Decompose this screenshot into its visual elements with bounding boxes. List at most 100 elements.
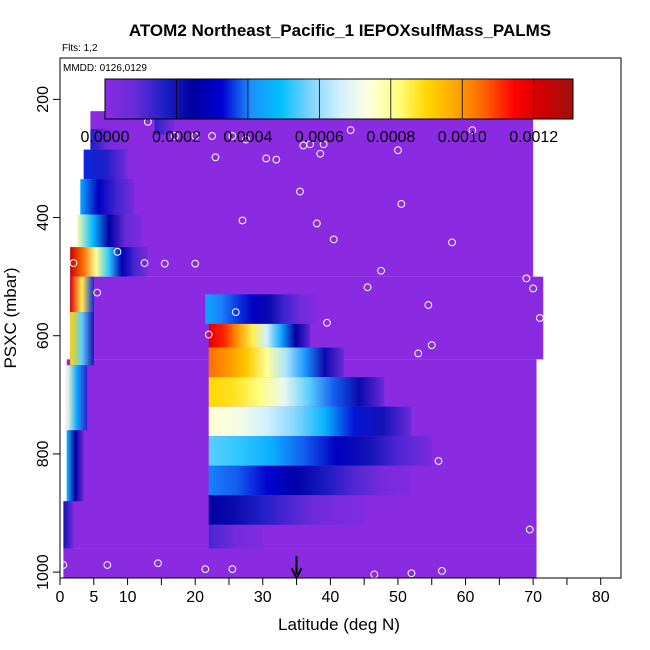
observation-point — [448, 238, 456, 247]
observation-point — [113, 247, 122, 256]
colorbar-tick-label: 0.0010 — [438, 129, 487, 146]
y-tick-label: 600 — [35, 322, 52, 349]
x-tick-label: 5 — [89, 589, 98, 606]
heatmap-panel — [63, 548, 537, 578]
heatmap-bin — [208, 323, 311, 348]
observation-point — [204, 330, 213, 339]
observation-point — [312, 219, 321, 228]
colorbar-tick-label: 0.0008 — [366, 129, 415, 146]
heatmap-layer — [63, 81, 544, 578]
heatmap-bin — [208, 436, 432, 466]
colorbar-tick-label: 0.0012 — [509, 129, 558, 146]
observation-point — [93, 288, 102, 297]
y-axis: 200 400 600 800 1000 — [35, 86, 60, 590]
heatmap-bin — [154, 117, 175, 135]
colorbar-gradient — [104, 78, 574, 120]
observation-point — [407, 569, 416, 578]
heatmap-bin — [76, 214, 142, 248]
arrow-head — [290, 567, 303, 581]
x-tick-label: 10 — [119, 589, 137, 606]
heatmap-panel — [90, 111, 534, 277]
observation-point — [191, 259, 200, 268]
x-axis: 0 5 10 20 30 40 50 60 70 80 — [56, 578, 610, 606]
observation-point — [522, 274, 531, 283]
observation-point — [228, 132, 237, 140]
colorbar: 0.0000 0.0002 0.0004 0.0006 0.0008 0.0010 0.00… — [81, 78, 574, 146]
observation-point — [434, 457, 443, 465]
colorbar-tick-label: 0.0002 — [152, 129, 201, 146]
observation-point — [319, 140, 328, 149]
x-tick-label: 0 — [56, 589, 65, 606]
plot-frame — [59, 57, 622, 579]
observation-point — [272, 155, 281, 164]
x-tick-label: 70 — [524, 589, 542, 606]
observation-point — [529, 284, 538, 293]
observation-point — [211, 153, 220, 162]
y-tick-label: 200 — [35, 86, 52, 113]
observation-point — [525, 525, 534, 534]
heatmap-bin — [80, 179, 135, 215]
observation-point — [228, 565, 237, 574]
heatmap-bin — [90, 128, 128, 150]
heatmap-bin — [70, 276, 94, 313]
heatmap-bin — [63, 501, 74, 549]
y-tick-label: 800 — [35, 440, 52, 467]
plot-area — [59, 57, 622, 579]
colorbar-ticks: 0.0000 0.0002 0.0004 0.0006 0.0008 0.0010 0.00… — [81, 79, 558, 146]
observation-point — [191, 132, 200, 140]
x-tick-label: 50 — [389, 589, 407, 606]
observation-point — [154, 559, 162, 568]
x-axis-label: Latitude (deg N) — [278, 615, 400, 634]
y-tick-label: 400 — [35, 204, 52, 231]
heatmap-bin — [208, 406, 412, 437]
heatmap-bin — [205, 294, 317, 324]
observation-point — [238, 216, 247, 225]
heatmap-bin — [66, 365, 88, 431]
x-tick-label: 20 — [186, 589, 204, 606]
x-tick-label: 40 — [321, 589, 339, 606]
observation-point — [160, 259, 169, 268]
heatmap-bin — [208, 347, 344, 378]
colorbar-tick-label: 0.0000 — [81, 129, 130, 146]
heatmap-bin — [70, 312, 94, 366]
observation-point — [397, 200, 406, 208]
observation-point — [323, 318, 331, 327]
observation-point — [241, 135, 250, 144]
observation-point — [394, 146, 402, 155]
heatmap-bin — [208, 377, 385, 407]
observation-point — [329, 235, 338, 244]
chart-title: ATOM2 Northeast_Pacific_1 IEPOXsulfMass_… — [129, 21, 551, 40]
observation-point — [201, 565, 210, 574]
observation-point — [306, 140, 314, 149]
observation-point — [363, 283, 372, 292]
observation-point — [414, 349, 423, 358]
x-tick-label: 60 — [457, 589, 475, 606]
observation-point — [69, 259, 78, 267]
flights-note: Flts: 1,2 — [62, 43, 98, 54]
observation-point — [103, 561, 112, 569]
observation-point — [427, 341, 436, 350]
observation-point — [296, 187, 304, 196]
colorbar-tick-label: 0.0006 — [295, 129, 344, 146]
observation-point — [140, 259, 149, 267]
observation-point — [346, 126, 355, 134]
observation-point — [377, 266, 385, 275]
observation-point — [231, 308, 240, 316]
observation-point — [437, 567, 446, 575]
y-axis-label: PSXC (mbar) — [1, 267, 20, 368]
heatmap-bin — [70, 247, 148, 277]
y-tick-label: 1000 — [35, 554, 52, 590]
heatmap-bin — [66, 430, 84, 502]
heatmap-bin — [208, 524, 263, 549]
date-note: MMDD: 0126,0129 — [63, 63, 147, 74]
observation-point — [208, 132, 216, 140]
observation-point — [171, 132, 179, 140]
heatmap-bin — [208, 495, 365, 525]
x-tick-label: 30 — [254, 589, 272, 606]
observation-point — [468, 126, 477, 134]
observation-point — [316, 149, 325, 158]
latitude-marker-arrow — [290, 556, 303, 581]
colorbar-tick-label: 0.0004 — [223, 129, 272, 146]
heatmap-bin — [83, 149, 128, 180]
